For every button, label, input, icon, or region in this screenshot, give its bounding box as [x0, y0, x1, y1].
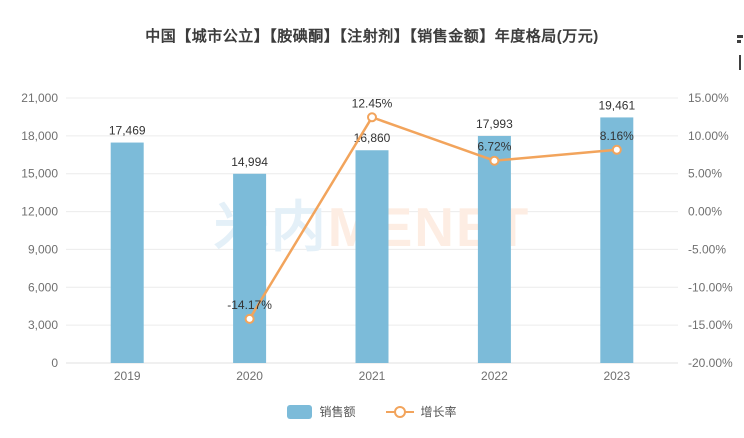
legend-growth-label: 增长率	[420, 405, 457, 419]
x-axis-label-2022: 2022	[481, 369, 508, 383]
right-axis-tick: 15.00%	[688, 91, 729, 105]
legend-item-growth[interactable]: 增长率	[385, 403, 457, 420]
legend-item-sales[interactable]: 销售额	[287, 403, 356, 420]
right-axis-tick: -10.00%	[688, 280, 733, 294]
left-axis-tick: 9,000	[28, 242, 58, 256]
right-axis-tick: -15.00%	[688, 318, 733, 332]
right-axis-tick: -20.00%	[688, 356, 733, 370]
bar-value-label: 14,994	[231, 155, 268, 169]
bar-swatch-icon	[287, 404, 313, 419]
x-axis-label-2021: 2021	[359, 369, 386, 383]
growth-value-label: 8.16%	[600, 129, 634, 143]
growth-marker-2021[interactable]	[367, 112, 377, 123]
x-axis-label-2019: 2019	[114, 369, 141, 383]
bar-2020[interactable]	[233, 173, 267, 363]
screen-edge-artifact	[737, 40, 741, 43]
x-axis-label-2023: 2023	[603, 369, 630, 383]
left-axis-tick: 15,000	[21, 167, 58, 181]
bar-2023[interactable]	[600, 117, 634, 363]
bar-2022[interactable]	[477, 135, 511, 363]
growth-value-label: -14.17%	[227, 298, 272, 312]
screen-edge-artifact	[737, 35, 743, 38]
bar-2021[interactable]	[355, 150, 389, 363]
right-axis-tick: 5.00%	[688, 167, 722, 181]
growth-line	[248, 116, 619, 321]
right-axis-tick: 10.00%	[688, 129, 729, 143]
left-axis-tick: 6,000	[28, 280, 58, 294]
left-axis-tick: 21,000	[21, 91, 58, 105]
left-axis-tick: 18,000	[21, 129, 58, 143]
right-axis-tick: -5.00%	[688, 242, 726, 256]
chart-title: 中国【城市公立】【胺碘酮】【注射剂】【销售金额】年度格局(万元)	[145, 28, 599, 45]
legend: 销售额 增长率	[0, 403, 744, 420]
bar-2019[interactable]	[110, 142, 144, 363]
growth-marker-2023[interactable]	[611, 144, 622, 155]
growth-marker-2020[interactable]	[244, 313, 255, 324]
bar-value-label: 19,461	[598, 98, 635, 112]
bar-value-label: 17,469	[109, 124, 146, 138]
left-axis-tick: 12,000	[21, 205, 58, 219]
growth-value-label: 6.72%	[477, 140, 511, 154]
left-axis-tick: 3,000	[28, 318, 58, 332]
left-axis-tick: 0	[51, 356, 58, 370]
line-marker-icon	[385, 405, 414, 418]
x-axis-label-2020: 2020	[236, 369, 263, 383]
bar-value-label: 17,993	[476, 117, 513, 131]
growth-value-label: 12.45%	[352, 96, 393, 110]
legend-sales-label: 销售额	[319, 405, 356, 419]
right-axis-tick: 0.00%	[688, 205, 722, 219]
bar-value-label: 16,860	[354, 131, 391, 145]
growth-marker-2022[interactable]	[489, 155, 500, 166]
screen-edge-artifact	[739, 55, 741, 70]
